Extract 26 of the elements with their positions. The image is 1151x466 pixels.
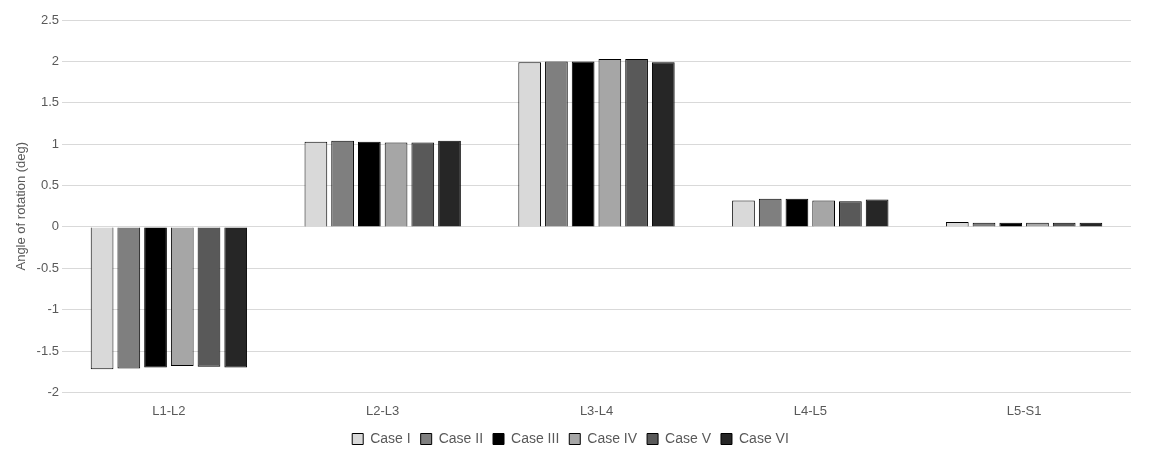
y-tick-label: -2 [47, 383, 59, 399]
y-tick-label: -0.5 [36, 259, 59, 275]
y-tick-label: 2 [51, 52, 59, 68]
y-tick-label: 2.5 [40, 11, 59, 27]
x-tick-label: L1-L2 [152, 402, 186, 418]
bar [357, 141, 381, 227]
y-tick-label: 0 [51, 218, 59, 234]
legend-label: Case IV [587, 429, 638, 446]
legend-label: Case VI [738, 429, 789, 446]
x-tick-label: L5-S1 [1006, 402, 1042, 418]
bar [144, 227, 167, 368]
bar [571, 61, 595, 227]
x-tick-label: L4-L5 [793, 402, 827, 418]
legend-label: Case III [511, 429, 560, 446]
y-axis-title: Angle of rotation (deg) [13, 141, 29, 271]
x-tick-label: L2-L3 [366, 402, 400, 418]
y-tick-label: 1 [51, 135, 59, 151]
bar [785, 198, 809, 227]
y-tick-label: 0.5 [40, 177, 59, 193]
legend-label: Case II [438, 429, 484, 446]
legend-label: Case I [370, 429, 411, 446]
legend-label: Case V [665, 429, 712, 446]
y-tick-label: -1.5 [36, 342, 59, 358]
x-tick-label: L3-L4 [579, 402, 614, 418]
y-tick-label: -1 [47, 301, 59, 317]
y-tick-label: 1.5 [40, 94, 59, 110]
